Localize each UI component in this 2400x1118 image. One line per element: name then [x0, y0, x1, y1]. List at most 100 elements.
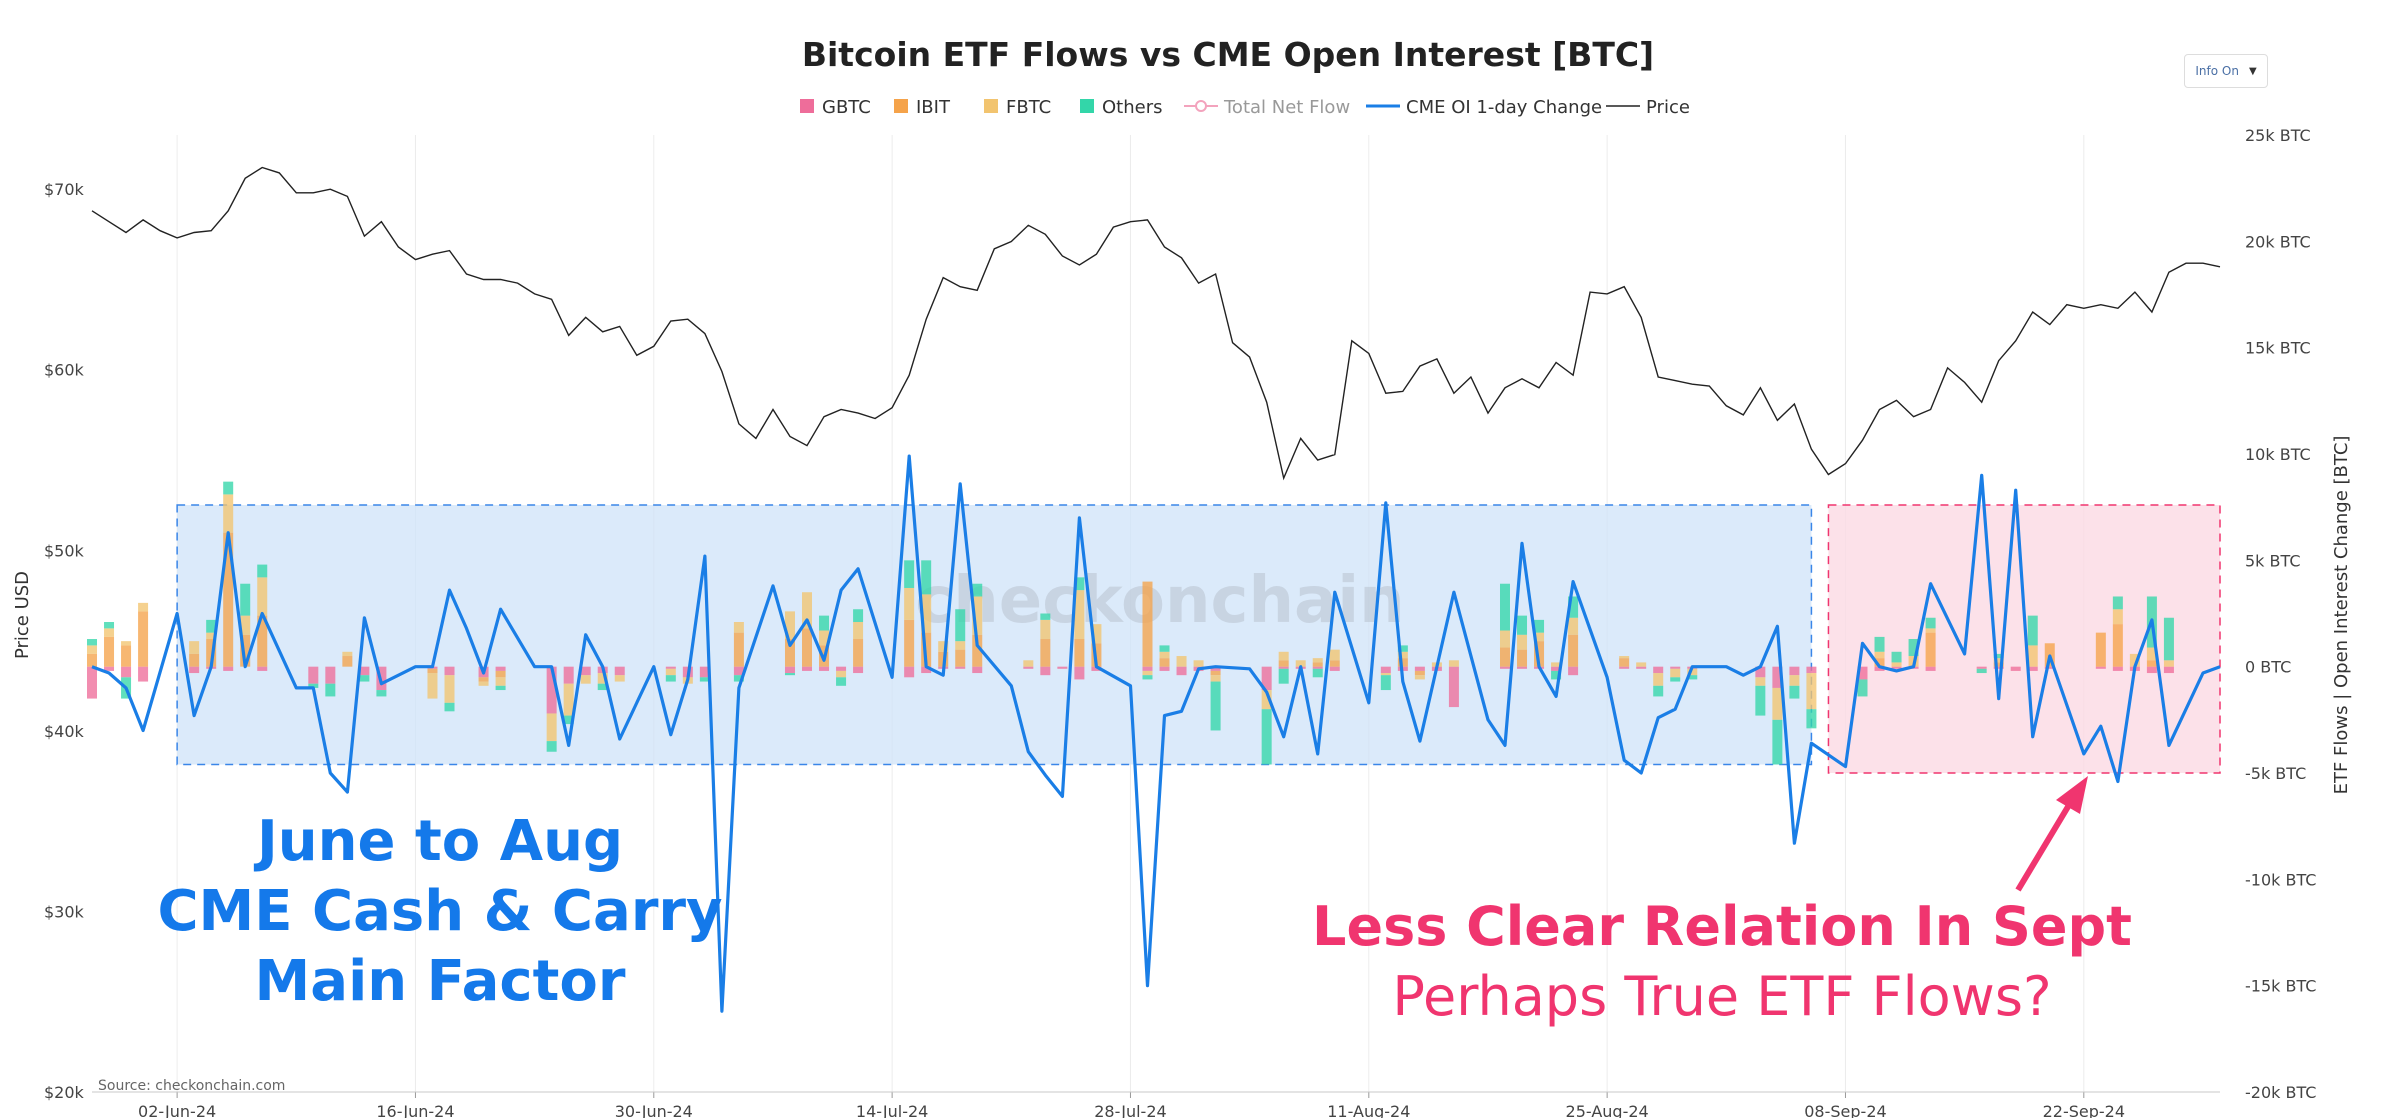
etf-bar-others: [495, 685, 506, 691]
legend-item-total-net-flow[interactable]: Total Net Flow: [1184, 97, 1350, 118]
etf-bar-others: [1210, 681, 1221, 731]
etf-bar-gbtc: [2146, 666, 2157, 674]
legend-label: Total Net Flow: [1223, 97, 1350, 118]
etf-bar-others: [955, 609, 966, 642]
etf-bar-gbtc: [563, 666, 574, 684]
etf-bar-others: [819, 615, 830, 631]
etf-bar-gbtc: [1380, 666, 1391, 674]
etf-bar-gbtc: [1976, 666, 1987, 669]
etf-bar-ibit: [853, 639, 864, 667]
x-tick-label: 28-Jul-24: [1094, 1102, 1166, 1118]
etf-bar-fbtc: [104, 628, 115, 637]
etf-bar-fbtc: [2112, 609, 2123, 625]
etf-bar-gbtc: [853, 666, 864, 674]
etf-bar-fbtc: [1789, 675, 1800, 686]
etf-bar-ibit: [240, 634, 251, 667]
etf-bar-others: [853, 609, 864, 623]
annotation-left-line1: June to Aug: [253, 809, 623, 874]
etf-bar-gbtc: [1551, 666, 1562, 671]
etf-bar-fbtc: [478, 681, 489, 686]
etf-bar-fbtc: [495, 677, 506, 686]
etf-bar-gbtc: [1023, 666, 1034, 669]
etf-bar-others: [733, 675, 744, 682]
etf-bar-ibit: [104, 636, 115, 667]
etf-bar-others: [836, 677, 847, 686]
etf-bar-others: [444, 702, 455, 712]
annotation-right-subtitle: Perhaps True ETF Flows?: [1392, 965, 2051, 1028]
etf-bar-fbtc: [1619, 656, 1630, 659]
etf-bar-fbtc: [1380, 673, 1391, 676]
etf-bar-fbtc: [1534, 632, 1545, 642]
etf-bar-ibit: [733, 632, 744, 667]
etf-bar-fbtc: [1142, 670, 1153, 676]
etf-bar-others: [1534, 619, 1545, 633]
etf-bar-ibit: [1278, 660, 1289, 667]
y-right-tick-label: -5k BTC: [2245, 764, 2306, 783]
legend[interactable]: GBTC IBIT FBTC Others Total Net Flow CME OI 1…: [800, 97, 1690, 118]
chevron-down-icon: ▼: [2248, 65, 2257, 77]
etf-bar-others: [1687, 675, 1698, 680]
etf-bar-others: [546, 741, 557, 752]
legend-item-others[interactable]: Others: [1080, 97, 1163, 118]
info-toggle-dropdown[interactable]: Info On ▼: [2184, 54, 2268, 88]
legend-label: GBTC: [822, 97, 871, 118]
etf-bar-fbtc: [802, 592, 813, 629]
x-tick-label: 25-Aug-24: [1566, 1102, 1649, 1118]
etf-bar-ibit: [1568, 634, 1579, 667]
etf-bar-others: [904, 560, 915, 588]
annotation-right-title: Less Clear Relation In Sept: [1312, 895, 2132, 958]
cme-oi-change-line: [91, 454, 2221, 1013]
etf-bar-fbtc: [1159, 651, 1170, 659]
etf-bar-ibit: [1142, 581, 1153, 667]
etf-bar-gbtc: [2163, 666, 2174, 674]
etf-bar-others: [1772, 719, 1783, 765]
legend-label: IBIT: [916, 97, 951, 118]
etf-bar-fbtc: [1091, 624, 1102, 644]
legend-item-ibit[interactable]: IBIT: [894, 97, 951, 118]
etf-bar-fbtc: [138, 602, 149, 612]
etf-bar-fbtc: [972, 596, 983, 635]
etf-bar-others: [257, 564, 268, 578]
etf-bar-gbtc: [784, 666, 795, 674]
legend-item-price[interactable]: Price: [1606, 97, 1690, 118]
etf-bar-fbtc: [733, 622, 744, 633]
etf-bar-fbtc: [955, 641, 966, 650]
etf-bar-fbtc: [223, 494, 234, 533]
etf-bar-gbtc: [1806, 666, 1817, 674]
etf-bar-ibit: [2112, 624, 2123, 667]
etf-bar-others: [87, 639, 97, 646]
annotation-left-line2: CME Cash & Carry: [157, 879, 722, 944]
etf-bar-fbtc: [1925, 628, 1936, 633]
etf-bar-fbtc: [1517, 634, 1528, 650]
etf-bar-gbtc: [1448, 666, 1459, 708]
etf-bar-fbtc: [1806, 673, 1817, 710]
etf-bar-ibit: [1517, 649, 1528, 667]
legend-item-cme-oi-1-day-change[interactable]: CME OI 1-day Change: [1366, 97, 1602, 118]
etf-bar-others: [1551, 670, 1562, 680]
etf-bar-fbtc: [1568, 617, 1579, 635]
etf-bar-others: [359, 675, 370, 682]
etf-bar-gbtc: [1636, 666, 1647, 669]
legend-label: Price: [1646, 97, 1690, 118]
legend-swatch: [800, 99, 814, 113]
etf-bar-gbtc: [836, 666, 847, 671]
etf-bar-fbtc: [836, 670, 847, 678]
etf-bar-gbtc: [1142, 666, 1153, 671]
etf-bar-ibit: [2146, 660, 2157, 667]
etf-bar-gbtc: [1329, 666, 1340, 671]
legend-item-gbtc[interactable]: GBTC: [800, 97, 871, 118]
etf-bar-gbtc: [325, 666, 336, 684]
etf-bar-gbtc: [665, 666, 676, 669]
y-left-tick-label: $20k: [44, 1083, 85, 1102]
etf-bar-ibit: [1397, 658, 1408, 667]
legend-item-fbtc[interactable]: FBTC: [984, 97, 1051, 118]
etf-bar-others: [1925, 617, 1936, 629]
etf-bar-ibit: [904, 619, 915, 667]
etf-bar-gbtc: [1925, 666, 1936, 671]
y-left-tick-label: $60k: [44, 361, 85, 380]
etf-bar-others: [104, 622, 115, 629]
legend-swatch: [984, 99, 998, 113]
etf-flow-bars: [87, 481, 2174, 765]
etf-bar-ibit: [1159, 658, 1170, 667]
info-toggle-label: Info On: [2195, 64, 2239, 78]
